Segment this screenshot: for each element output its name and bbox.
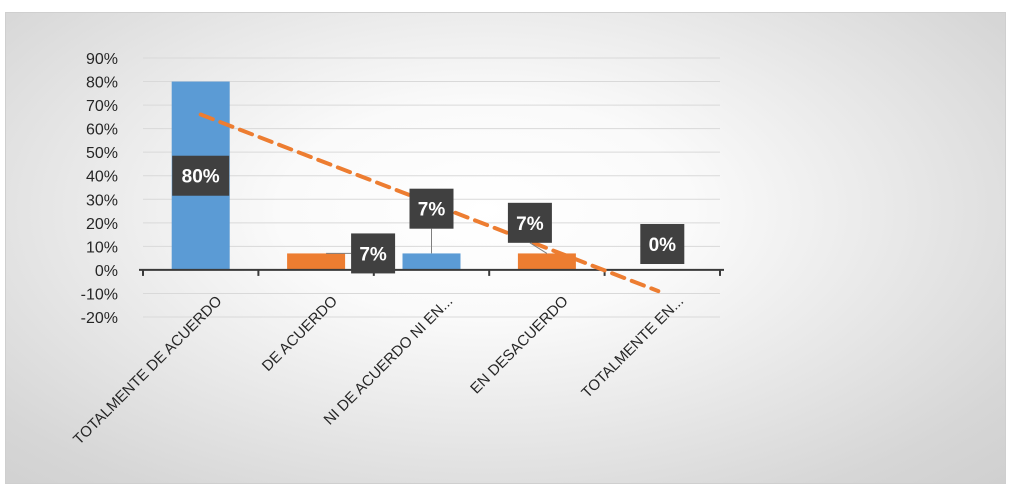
y-tick-label: 80% — [86, 75, 118, 92]
data-label: 7% — [418, 200, 446, 221]
data-label-box — [507, 202, 552, 243]
data-label-box — [351, 233, 396, 274]
y-axis-labels: 90% 80% 70% 60% 50% 40% 30% 20% 10% 0% -10% -20% — [81, 51, 118, 327]
x-tick-label: EN DESACUERDO — [467, 293, 572, 398]
y-tick-label: 70% — [86, 98, 118, 115]
y-tick-label: 30% — [86, 192, 118, 209]
data-label-box — [172, 155, 230, 196]
data-labels: 80% 7% 7% 7% 0% — [172, 155, 685, 274]
data-label-leader — [529, 242, 548, 254]
y-tick-label: 90% — [86, 51, 118, 68]
y-tick-label: -10% — [81, 286, 118, 303]
data-label: 7% — [516, 214, 544, 235]
y-tick-label: 40% — [86, 169, 118, 186]
bar-chart: 90% 80% 70% 60% 50% 40% 30% 20% 10% 0% -10% -20% 80%… — [70, 51, 724, 448]
y-tick-label: 0% — [95, 263, 118, 280]
data-label: 7% — [359, 244, 387, 265]
y-tick-label: 10% — [86, 239, 118, 256]
data-label: 0% — [649, 235, 677, 256]
y-tick-label: 20% — [86, 216, 118, 233]
y-tick-label: -20% — [81, 310, 118, 327]
chart-area: 90% 80% 70% 60% 50% 40% 30% 20% 10% 0% -10% -20% 80%… — [5, 12, 1006, 484]
y-tick-label: 50% — [86, 145, 118, 162]
data-label-box — [640, 224, 685, 265]
bar — [402, 253, 461, 270]
data-label: 80% — [182, 167, 220, 188]
x-axis — [139, 268, 724, 276]
y-tick-label: 60% — [86, 122, 118, 139]
bar — [517, 253, 576, 270]
data-label-box — [409, 188, 454, 229]
x-tick-label: DE ACUERDO — [259, 293, 341, 375]
x-tick-label: TOTALMENTE EN... — [578, 293, 687, 402]
bar — [287, 253, 346, 270]
x-tick-label: NI DE ACUERDO NI EN... — [321, 293, 457, 429]
